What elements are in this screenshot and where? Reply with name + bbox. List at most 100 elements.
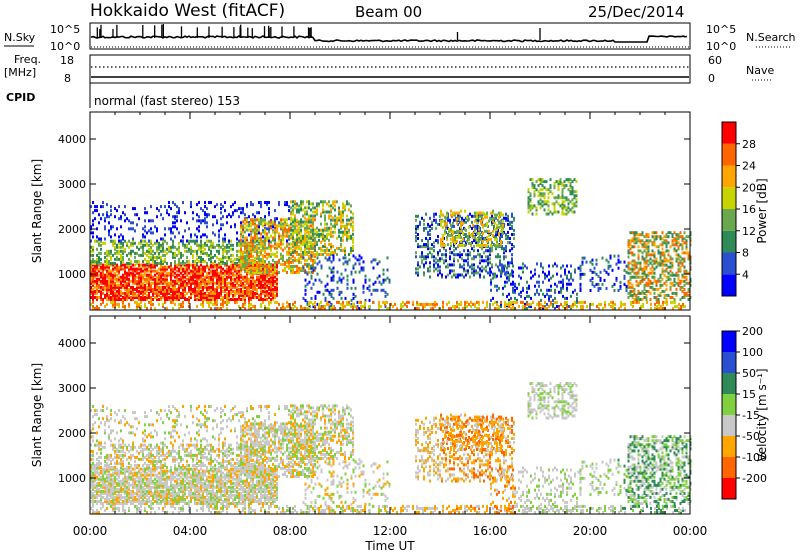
power-cell [427,224,429,228]
power-cell [627,296,630,299]
power-cell [216,279,218,283]
power-cell [268,296,270,299]
power-cell [627,265,630,269]
power-cell [669,257,672,261]
power-cell [136,283,138,287]
power-cell [458,244,460,247]
power-cell [142,296,144,299]
power-cell [158,271,160,275]
power-cell [431,253,433,257]
power-cell [190,251,192,255]
power-cell [156,281,158,285]
power-cell [427,230,429,234]
power-cell [158,241,160,245]
power-cell [346,226,348,230]
power-cell [244,291,246,295]
power-cell [274,246,276,250]
power-cell [653,259,656,263]
power-cell [204,217,206,221]
power-cell [188,287,190,291]
power-cell [206,275,208,279]
power-cell [186,281,188,285]
power-cell [154,262,156,265]
power-cell [440,242,442,245]
power-cell [178,262,180,265]
power-cell [376,276,379,280]
power-cell [659,255,662,259]
power-cell [324,222,326,226]
power-cell [286,239,288,243]
power-cell [352,296,355,300]
power-cell [496,300,498,304]
power-cell [234,273,236,277]
power-cell [464,209,466,213]
power-cell [298,228,300,232]
power-cell [206,289,208,293]
power-cell [322,232,324,236]
power-cell [112,289,114,293]
power-cell [437,251,439,255]
power-cell [158,247,160,251]
power-cell [248,289,250,293]
power-cell [512,280,514,284]
power-cell [489,249,491,253]
power-cell [442,213,444,217]
power-cell [220,298,222,301]
power-cell [292,271,294,274]
power-cell [272,263,274,267]
power-cell [304,284,307,288]
power-cell [651,263,654,267]
power-cell [316,290,319,294]
power-cell [308,271,310,274]
power-cell [136,269,138,273]
power-cell [264,287,266,291]
power-cell [118,283,120,287]
power-cell [324,238,326,242]
power-cell [453,257,455,261]
power-cell [166,265,168,269]
power-cell [154,255,156,259]
power-cell [453,273,455,277]
power-cell [553,208,556,212]
power-cell [106,285,108,289]
power-cell [172,251,174,255]
power-cell [102,267,104,271]
power-cell [352,266,355,270]
power-cell [242,293,244,297]
power-cell [268,230,270,234]
power-cell [567,206,570,210]
power-cell [234,289,236,293]
power-cell [625,264,628,268]
power-cell [487,257,489,261]
power-cell [667,293,670,297]
power-cell [128,269,130,273]
power-cell [164,269,166,273]
power-cell [673,237,676,241]
power-cell [485,255,487,259]
power-cell [114,298,116,301]
power-cell [491,241,493,245]
power-cell [615,262,618,266]
power-cell [168,283,170,287]
power-cell [132,221,134,225]
power-cell [380,282,383,286]
power-cell [132,249,134,253]
power-cell [164,275,166,279]
power-cell [150,219,152,223]
power-cell [156,239,158,243]
power-cell [661,253,664,257]
power-cell [442,225,444,229]
power-cell [240,287,242,291]
power-cell [156,263,158,267]
power-cell [565,196,568,200]
power-cell [158,279,160,283]
power-cell [130,243,132,247]
power-cell [168,289,170,293]
power-cell [170,263,172,267]
power-cell [499,259,501,263]
power-cell [120,217,122,221]
power-cell [677,263,680,267]
power-cell [522,266,524,270]
power-cell [443,261,445,265]
power-cell [480,219,482,223]
